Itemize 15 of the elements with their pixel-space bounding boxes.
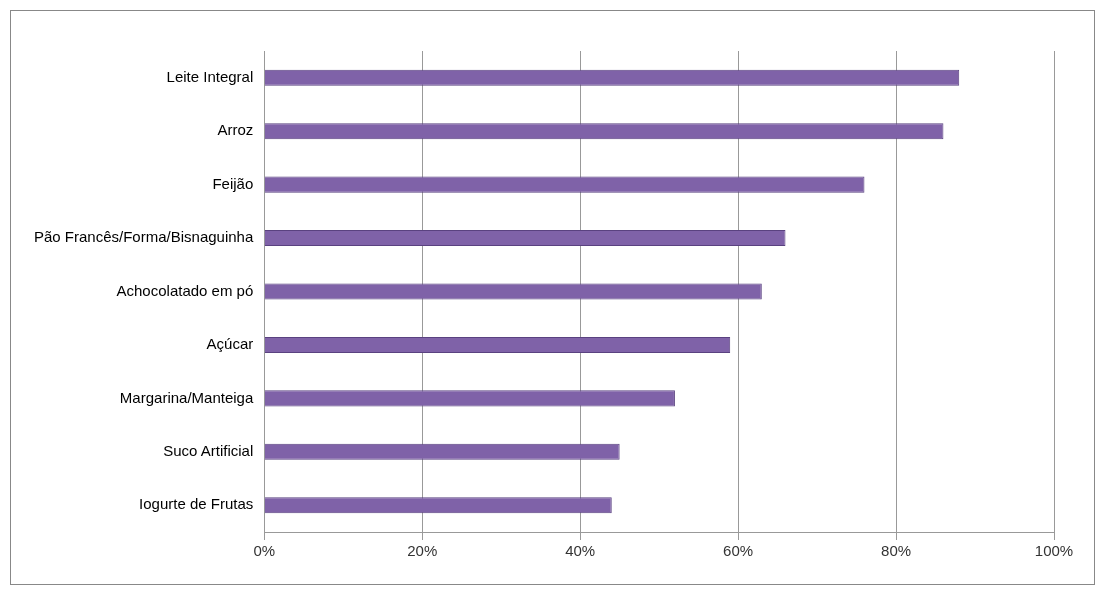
y-tick-label: Feijão: [212, 174, 254, 192]
x-tick-label: 20%: [407, 542, 438, 560]
x-tick-label: 0%: [253, 542, 276, 560]
x-tick-label: 100%: [1034, 542, 1074, 560]
y-tick-label: Arroz: [217, 121, 254, 139]
y-tick-label: Leite Integral: [166, 67, 254, 85]
x-tick-label: 80%: [881, 542, 912, 560]
y-tick-label: Iogurte de Frutas: [139, 495, 254, 513]
y-tick-label: Achocolatado em pó: [116, 281, 254, 299]
y-tick-label: Açúcar: [206, 335, 254, 353]
y-tick-label: Pão Francês/Forma/Bisnaguinha: [34, 228, 254, 246]
y-tick-label: Margarina/Manteiga: [119, 388, 254, 406]
y-tick-label: Suco Artificial: [163, 441, 254, 459]
x-tick-label: 40%: [565, 542, 596, 560]
x-tick-label: 60%: [723, 542, 754, 560]
